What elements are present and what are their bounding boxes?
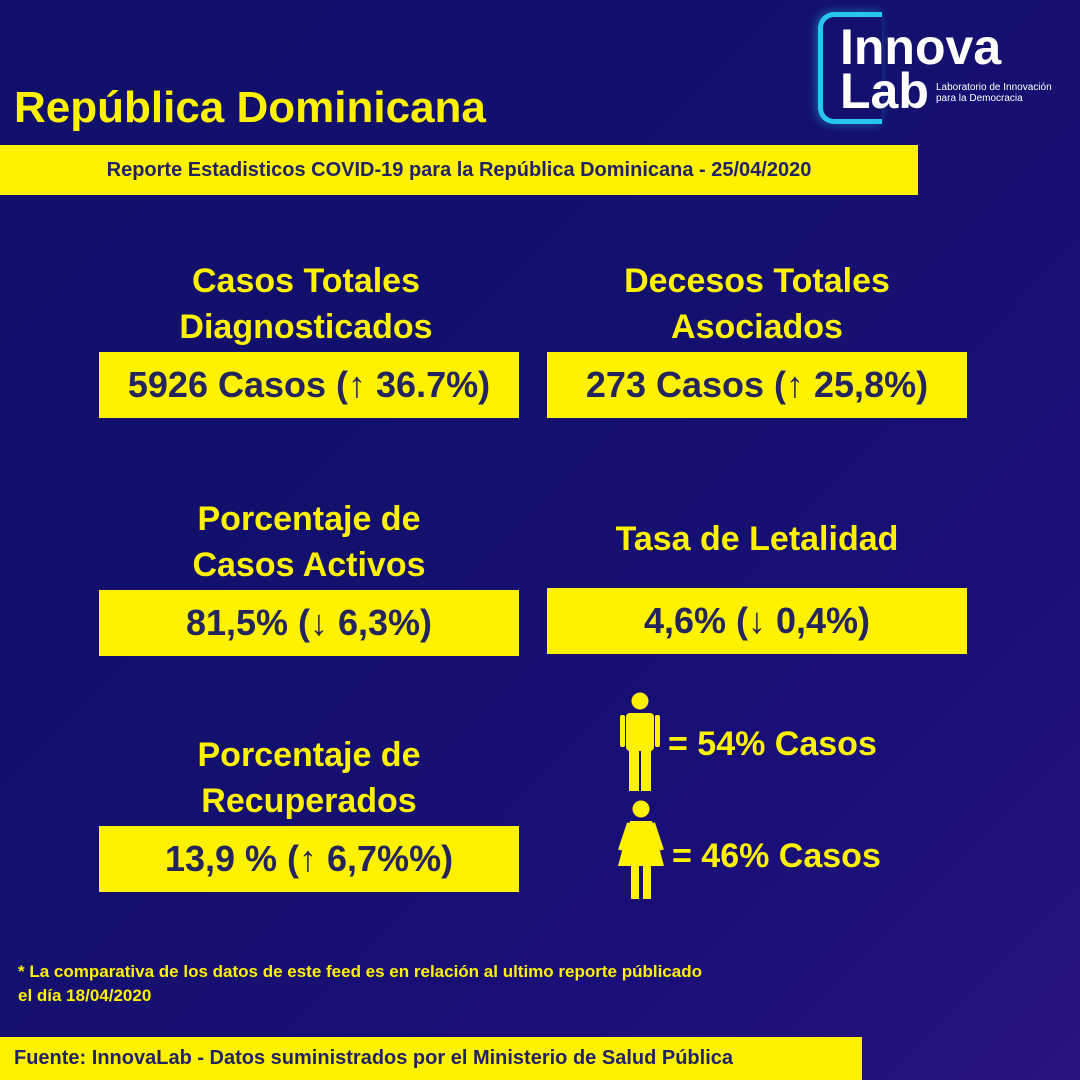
male-person-icon xyxy=(620,692,660,791)
comparison-note-line2: el día 18/04/2020 xyxy=(18,986,152,1005)
comparison-note: * La comparativa de los datos de este fe… xyxy=(18,960,898,1008)
recovered-pct-label-line2: Recuperados xyxy=(201,782,417,820)
active-pct-value-box: 81,5% (↓ 6,3%) xyxy=(99,590,519,656)
source-footer-text: Fuente: InnovaLab - Datos suministrados … xyxy=(14,1047,733,1069)
total-deaths-label-line1: Decesos Totales xyxy=(624,262,890,300)
recovered-pct-value: 13,9 % (↑ 6,7%%) xyxy=(164,838,454,879)
logo-subtitle-line2: para la Democracia xyxy=(936,93,1023,104)
report-subtitle-banner: Reporte Estadisticos COVID-19 para la Re… xyxy=(0,145,918,195)
female-person-icon xyxy=(618,800,664,899)
total-cases-value-box: 5926 Casos (↑ 36.7%) xyxy=(99,352,519,418)
total-cases-label-line1: Casos Totales xyxy=(191,262,420,300)
logo-bracket xyxy=(818,12,882,124)
total-cases-value: 5926 Casos (↑ 36.7%) xyxy=(127,364,491,405)
total-deaths-value-box: 273 Casos (↑ 25,8%) xyxy=(547,352,967,418)
female-cases-text: = 46% Casos xyxy=(672,837,881,875)
logo-subtitle-line1: Laboratorio de Innovación xyxy=(936,82,1052,93)
recovered-pct-value-box: 13,9 % (↑ 6,7%%) xyxy=(99,826,519,892)
logo-text-lab: Lab xyxy=(840,63,929,119)
page-title: República Dominicana xyxy=(14,83,486,132)
total-deaths-label-line2: Asociados xyxy=(671,308,843,346)
lethality-value: 4,6% (↓ 0,4%) xyxy=(643,600,871,641)
recovered-pct-label: Porcentaje de Recuperados xyxy=(99,732,519,824)
active-pct-label: Porcentaje de Casos Activos xyxy=(99,496,519,588)
total-cases-label: Casos Totales Diagnosticados xyxy=(96,258,516,350)
active-pct-label-line2: Casos Activos xyxy=(192,546,426,584)
lethality-value-box: 4,6% (↓ 0,4%) xyxy=(547,588,967,654)
report-subtitle-text: Reporte Estadisticos COVID-19 para la Re… xyxy=(106,158,812,181)
male-cases-text: = 54% Casos xyxy=(668,725,877,763)
comparison-note-line1: * La comparativa de los datos de este fe… xyxy=(18,962,702,981)
total-cases-label-line2: Diagnosticados xyxy=(179,308,433,346)
recovered-pct-label-line1: Porcentaje de xyxy=(197,736,421,774)
total-deaths-value: 273 Casos (↑ 25,8%) xyxy=(585,364,929,405)
logo-subtitle: Laboratorio de Innovación para la Democr… xyxy=(936,82,1076,104)
total-deaths-label: Decesos Totales Asociados xyxy=(547,258,967,350)
active-pct-label-line1: Porcentaje de xyxy=(197,500,421,538)
source-footer-banner: Fuente: InnovaLab - Datos suministrados … xyxy=(0,1037,862,1080)
logo-text-innova: Innova xyxy=(840,19,1002,75)
lethality-label: Tasa de Letalidad xyxy=(615,520,899,558)
active-pct-value: 81,5% (↓ 6,3%) xyxy=(185,602,433,643)
